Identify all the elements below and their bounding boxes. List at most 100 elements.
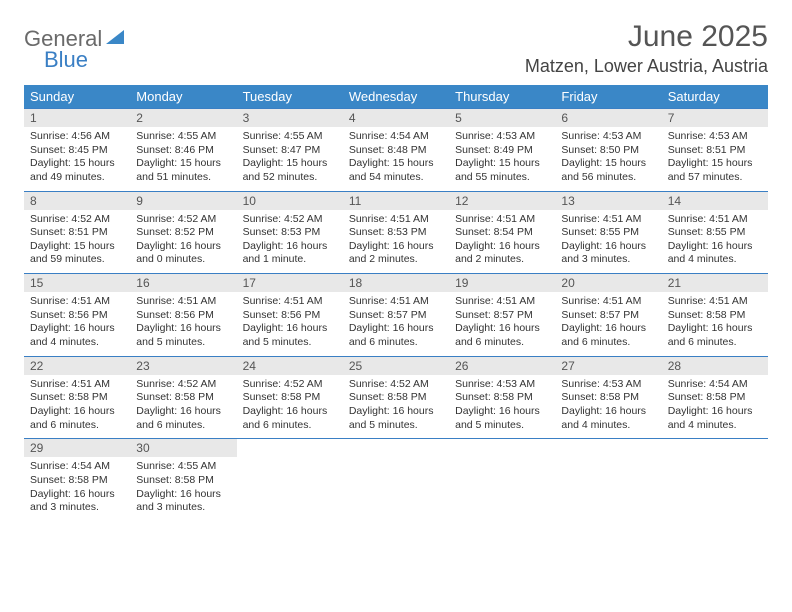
day-number: 20: [555, 274, 661, 292]
day-cell: 12Sunrise: 4:51 AMSunset: 8:54 PMDayligh…: [449, 191, 555, 274]
day-number: 14: [662, 192, 768, 210]
day-number: 18: [343, 274, 449, 292]
day-cell: 17Sunrise: 4:51 AMSunset: 8:56 PMDayligh…: [237, 274, 343, 357]
day-number: 9: [130, 192, 236, 210]
day-body: Sunrise: 4:52 AMSunset: 8:53 PMDaylight:…: [237, 210, 343, 274]
day-cell: 6Sunrise: 4:53 AMSunset: 8:50 PMDaylight…: [555, 109, 661, 192]
location: Matzen, Lower Austria, Austria: [525, 56, 768, 77]
day-number: 22: [24, 357, 130, 375]
day-body: Sunrise: 4:53 AMSunset: 8:49 PMDaylight:…: [449, 127, 555, 191]
day-number: 23: [130, 357, 236, 375]
day-body: Sunrise: 4:52 AMSunset: 8:58 PMDaylight:…: [237, 375, 343, 439]
day-number: 30: [130, 439, 236, 457]
day-cell: 9Sunrise: 4:52 AMSunset: 8:52 PMDaylight…: [130, 191, 236, 274]
day-cell: 25Sunrise: 4:52 AMSunset: 8:58 PMDayligh…: [343, 356, 449, 439]
day-number: 10: [237, 192, 343, 210]
logo-text-block: General Blue: [24, 28, 126, 71]
day-body: Sunrise: 4:54 AMSunset: 8:58 PMDaylight:…: [662, 375, 768, 439]
day-body: Sunrise: 4:51 AMSunset: 8:57 PMDaylight:…: [343, 292, 449, 356]
day-number: 5: [449, 109, 555, 127]
day-cell: [449, 439, 555, 521]
day-body: Sunrise: 4:55 AMSunset: 8:47 PMDaylight:…: [237, 127, 343, 191]
day-body: Sunrise: 4:51 AMSunset: 8:55 PMDaylight:…: [555, 210, 661, 274]
weekday-header: Monday: [130, 85, 236, 109]
header: General Blue June 2025 Matzen, Lower Aus…: [24, 20, 768, 77]
weekday-header: Sunday: [24, 85, 130, 109]
week-row: 29Sunrise: 4:54 AMSunset: 8:58 PMDayligh…: [24, 439, 768, 521]
logo-sail-icon: [104, 28, 126, 51]
calendar-body: 1Sunrise: 4:56 AMSunset: 8:45 PMDaylight…: [24, 109, 768, 521]
day-body: Sunrise: 4:52 AMSunset: 8:58 PMDaylight:…: [130, 375, 236, 439]
day-number: 11: [343, 192, 449, 210]
day-body: Sunrise: 4:51 AMSunset: 8:57 PMDaylight:…: [449, 292, 555, 356]
day-cell: [237, 439, 343, 521]
logo-text-blue: Blue: [44, 49, 126, 71]
week-row: 22Sunrise: 4:51 AMSunset: 8:58 PMDayligh…: [24, 356, 768, 439]
day-number: 7: [662, 109, 768, 127]
day-number: 3: [237, 109, 343, 127]
week-row: 8Sunrise: 4:52 AMSunset: 8:51 PMDaylight…: [24, 191, 768, 274]
day-body: Sunrise: 4:54 AMSunset: 8:48 PMDaylight:…: [343, 127, 449, 191]
weekday-header: Saturday: [662, 85, 768, 109]
day-cell: 28Sunrise: 4:54 AMSunset: 8:58 PMDayligh…: [662, 356, 768, 439]
day-cell: 20Sunrise: 4:51 AMSunset: 8:57 PMDayligh…: [555, 274, 661, 357]
calendar-table: SundayMondayTuesdayWednesdayThursdayFrid…: [24, 85, 768, 521]
day-body: Sunrise: 4:52 AMSunset: 8:58 PMDaylight:…: [343, 375, 449, 439]
day-cell: 2Sunrise: 4:55 AMSunset: 8:46 PMDaylight…: [130, 109, 236, 192]
day-body: Sunrise: 4:55 AMSunset: 8:46 PMDaylight:…: [130, 127, 236, 191]
day-body: Sunrise: 4:53 AMSunset: 8:58 PMDaylight:…: [555, 375, 661, 439]
day-cell: 15Sunrise: 4:51 AMSunset: 8:56 PMDayligh…: [24, 274, 130, 357]
day-body: Sunrise: 4:51 AMSunset: 8:56 PMDaylight:…: [237, 292, 343, 356]
day-number: 29: [24, 439, 130, 457]
day-body: Sunrise: 4:51 AMSunset: 8:55 PMDaylight:…: [662, 210, 768, 274]
day-cell: 26Sunrise: 4:53 AMSunset: 8:58 PMDayligh…: [449, 356, 555, 439]
day-number: 28: [662, 357, 768, 375]
week-row: 1Sunrise: 4:56 AMSunset: 8:45 PMDaylight…: [24, 109, 768, 192]
weekday-header: Friday: [555, 85, 661, 109]
day-number: 6: [555, 109, 661, 127]
day-number: 8: [24, 192, 130, 210]
day-number: 13: [555, 192, 661, 210]
day-number: 21: [662, 274, 768, 292]
day-cell: 8Sunrise: 4:52 AMSunset: 8:51 PMDaylight…: [24, 191, 130, 274]
day-cell: [555, 439, 661, 521]
day-number: 2: [130, 109, 236, 127]
day-body: Sunrise: 4:51 AMSunset: 8:56 PMDaylight:…: [130, 292, 236, 356]
calendar-head: SundayMondayTuesdayWednesdayThursdayFrid…: [24, 85, 768, 109]
day-body: Sunrise: 4:53 AMSunset: 8:51 PMDaylight:…: [662, 127, 768, 191]
day-cell: 30Sunrise: 4:55 AMSunset: 8:58 PMDayligh…: [130, 439, 236, 521]
day-number: 16: [130, 274, 236, 292]
day-number: 19: [449, 274, 555, 292]
day-body: Sunrise: 4:53 AMSunset: 8:58 PMDaylight:…: [449, 375, 555, 439]
day-cell: 16Sunrise: 4:51 AMSunset: 8:56 PMDayligh…: [130, 274, 236, 357]
day-body: Sunrise: 4:51 AMSunset: 8:57 PMDaylight:…: [555, 292, 661, 356]
day-cell: 11Sunrise: 4:51 AMSunset: 8:53 PMDayligh…: [343, 191, 449, 274]
day-body: Sunrise: 4:52 AMSunset: 8:52 PMDaylight:…: [130, 210, 236, 274]
day-cell: 18Sunrise: 4:51 AMSunset: 8:57 PMDayligh…: [343, 274, 449, 357]
day-body: Sunrise: 4:56 AMSunset: 8:45 PMDaylight:…: [24, 127, 130, 191]
day-cell: 23Sunrise: 4:52 AMSunset: 8:58 PMDayligh…: [130, 356, 236, 439]
day-cell: 4Sunrise: 4:54 AMSunset: 8:48 PMDaylight…: [343, 109, 449, 192]
logo: General Blue: [24, 28, 126, 71]
day-cell: 13Sunrise: 4:51 AMSunset: 8:55 PMDayligh…: [555, 191, 661, 274]
day-cell: 29Sunrise: 4:54 AMSunset: 8:58 PMDayligh…: [24, 439, 130, 521]
day-body: Sunrise: 4:51 AMSunset: 8:56 PMDaylight:…: [24, 292, 130, 356]
day-cell: 21Sunrise: 4:51 AMSunset: 8:58 PMDayligh…: [662, 274, 768, 357]
day-number: 1: [24, 109, 130, 127]
weekday-header: Tuesday: [237, 85, 343, 109]
day-cell: 3Sunrise: 4:55 AMSunset: 8:47 PMDaylight…: [237, 109, 343, 192]
day-body: Sunrise: 4:51 AMSunset: 8:54 PMDaylight:…: [449, 210, 555, 274]
day-number: 12: [449, 192, 555, 210]
month-title: June 2025: [525, 20, 768, 54]
day-cell: 27Sunrise: 4:53 AMSunset: 8:58 PMDayligh…: [555, 356, 661, 439]
day-cell: [662, 439, 768, 521]
day-body: Sunrise: 4:51 AMSunset: 8:58 PMDaylight:…: [24, 375, 130, 439]
day-cell: 14Sunrise: 4:51 AMSunset: 8:55 PMDayligh…: [662, 191, 768, 274]
day-number: 27: [555, 357, 661, 375]
day-cell: 24Sunrise: 4:52 AMSunset: 8:58 PMDayligh…: [237, 356, 343, 439]
day-number: 26: [449, 357, 555, 375]
day-body: Sunrise: 4:55 AMSunset: 8:58 PMDaylight:…: [130, 457, 236, 521]
day-cell: 7Sunrise: 4:53 AMSunset: 8:51 PMDaylight…: [662, 109, 768, 192]
day-cell: 19Sunrise: 4:51 AMSunset: 8:57 PMDayligh…: [449, 274, 555, 357]
day-number: 17: [237, 274, 343, 292]
